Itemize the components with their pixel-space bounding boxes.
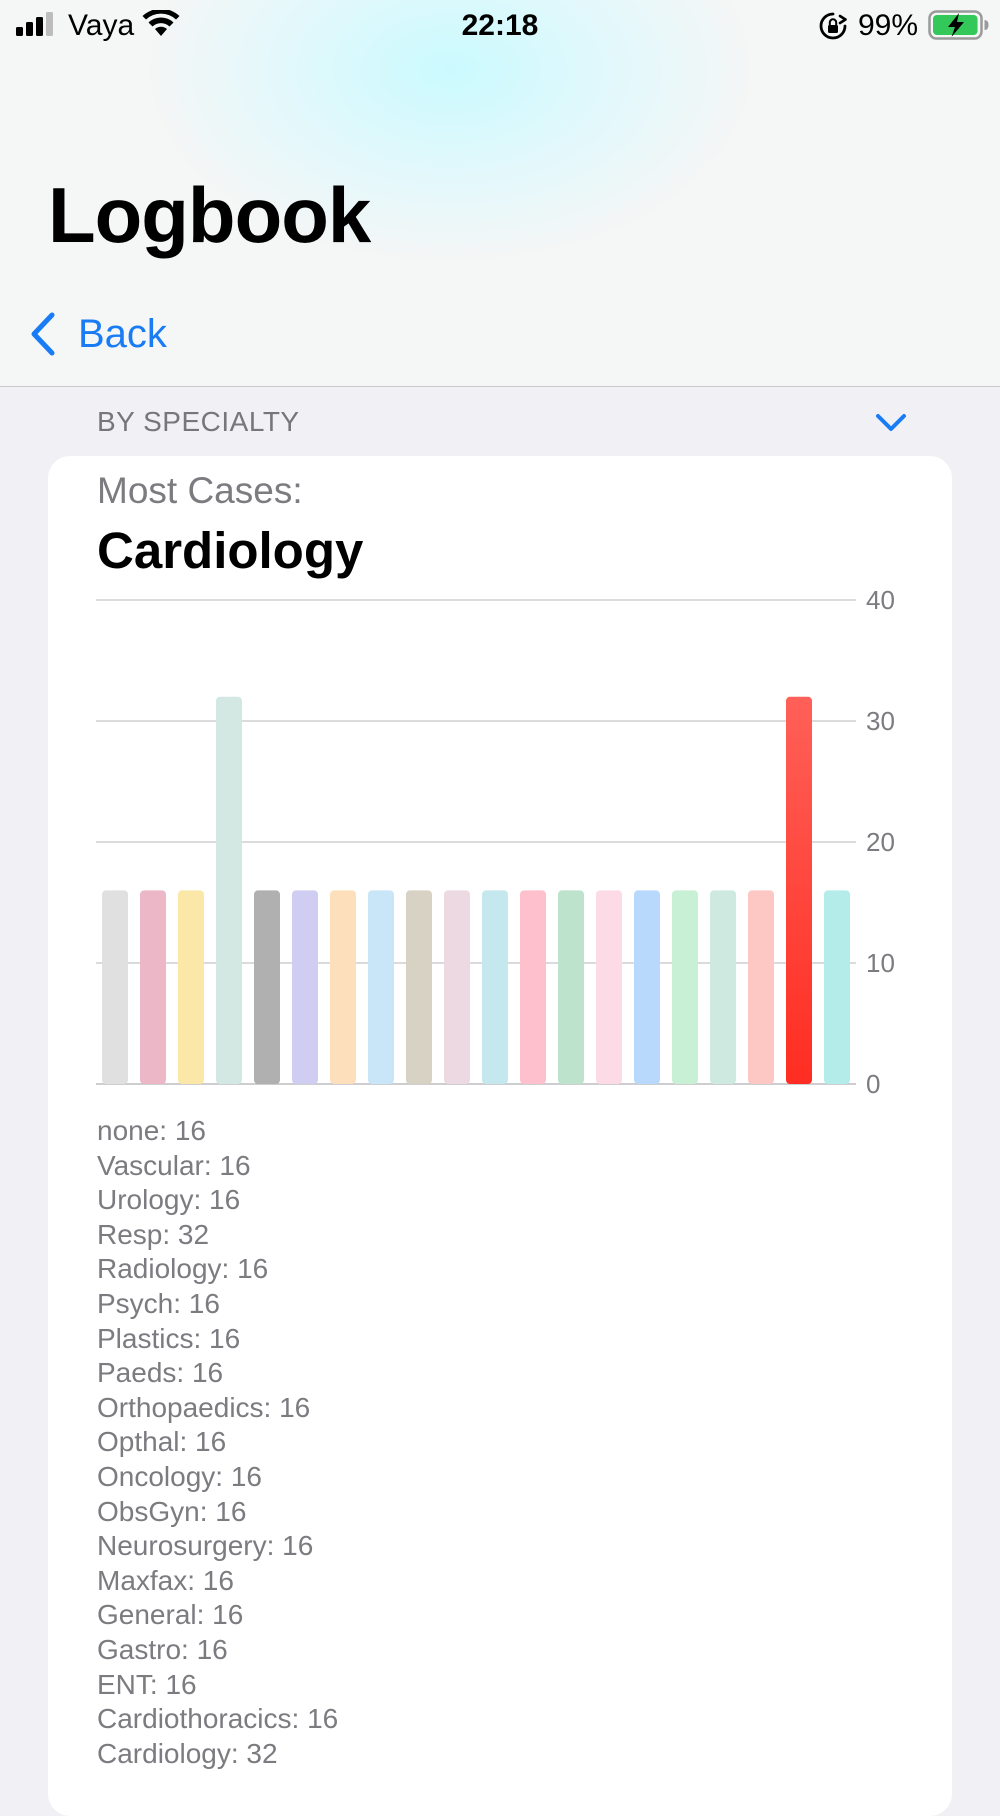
legend-item: Psych: 16 — [97, 1287, 220, 1319]
y-tick-label: 10 — [866, 948, 895, 978]
specialty-card: Most Cases: Cardiology 0 10 20 30 40 none: 1… — [48, 456, 952, 1816]
legend-item: ENT: 16 — [97, 1668, 197, 1700]
legend-item: none: 16 — [97, 1115, 206, 1146]
bar-paeds — [368, 890, 394, 1084]
bar-cardiology — [786, 696, 812, 1084]
chart-bars — [102, 696, 850, 1084]
bar-anaesthetics — [824, 890, 850, 1084]
legend-item: Vascular: 16 — [97, 1149, 251, 1181]
section-title: BY SPECIALTY — [97, 406, 300, 437]
legend-item: Maxfax: 16 — [97, 1564, 234, 1596]
bar-urology — [178, 890, 204, 1084]
bar-gastro — [672, 890, 698, 1084]
bar-plastics — [330, 890, 356, 1084]
chevron-left-icon — [31, 312, 55, 356]
legend-item: Cardiothoracics: 16 — [97, 1703, 339, 1735]
legend-item: Orthopaedics: 16 — [97, 1391, 311, 1423]
bar-oncology — [482, 890, 508, 1084]
status-time: 22:18 — [461, 9, 539, 42]
battery-charging-icon — [928, 10, 989, 40]
bar-opthal — [444, 890, 470, 1084]
specialty-counts-list: none: 16 Vascular: 16 Urology: 16 Resp: 32 R… — [97, 1114, 338, 1771]
bar-maxfax — [596, 890, 622, 1084]
back-button[interactable]: Back — [28, 308, 167, 360]
most-cases-label: Most Cases: — [97, 470, 303, 511]
chart-y-axis: 0 10 20 30 40 — [866, 585, 895, 1099]
bar-none — [102, 890, 128, 1084]
chart-grid — [96, 599, 856, 1085]
bar-psych — [292, 890, 318, 1084]
legend-item: Paeds: 16 — [97, 1357, 224, 1389]
signal-bars-icon — [16, 12, 53, 36]
bar-resp — [216, 696, 242, 1084]
chevron-down-icon[interactable] — [874, 410, 908, 436]
back-button-label: Back — [78, 312, 167, 356]
legend-item: Opthal: 16 — [97, 1426, 227, 1458]
orientation-lock-icon — [819, 12, 847, 40]
y-tick-label: 0 — [866, 1069, 880, 1099]
carrier-name: Vaya — [68, 9, 135, 42]
most-cases-specialty: Cardiology — [97, 522, 364, 579]
status-bar: Vaya 22:18 99% — [0, 0, 1000, 52]
y-tick-label: 30 — [866, 706, 895, 736]
y-tick-label: 20 — [866, 827, 895, 857]
battery-percentage: 99% — [858, 9, 919, 42]
bar-obsgyn — [520, 890, 546, 1084]
legend-item: Neurosurgery: 16 — [97, 1530, 314, 1562]
bar-neurosurgery — [558, 890, 584, 1084]
legend-item: Cardiology: 32 — [97, 1737, 278, 1769]
legend-item: Urology: 16 — [97, 1184, 241, 1216]
legend-item: Resp: 32 — [97, 1218, 210, 1250]
legend-item: Gastro: 16 — [97, 1633, 228, 1665]
navigation-header: Vaya 22:18 99% Logbook Back — [0, 0, 1000, 387]
bar-vascular — [140, 890, 166, 1084]
y-tick-label: 40 — [866, 585, 895, 615]
legend-item: Radiology: 16 — [97, 1253, 269, 1285]
legend-item: Oncology: 16 — [97, 1460, 262, 1492]
wifi-icon — [142, 10, 180, 36]
bar-ent — [710, 890, 736, 1084]
legend-item: Plastics: 16 — [97, 1322, 241, 1354]
legend-item: General: 16 — [97, 1599, 244, 1631]
page-title: Logbook — [48, 171, 371, 259]
legend-item: ObsGyn: 16 — [97, 1495, 247, 1527]
specialty-bar-chart: 0 10 20 30 40 — [96, 585, 895, 1099]
bar-radiology — [254, 890, 280, 1084]
bar-orthopaedics — [406, 890, 432, 1084]
bar-general — [634, 890, 660, 1084]
bar-cardiothoracics — [748, 890, 774, 1084]
